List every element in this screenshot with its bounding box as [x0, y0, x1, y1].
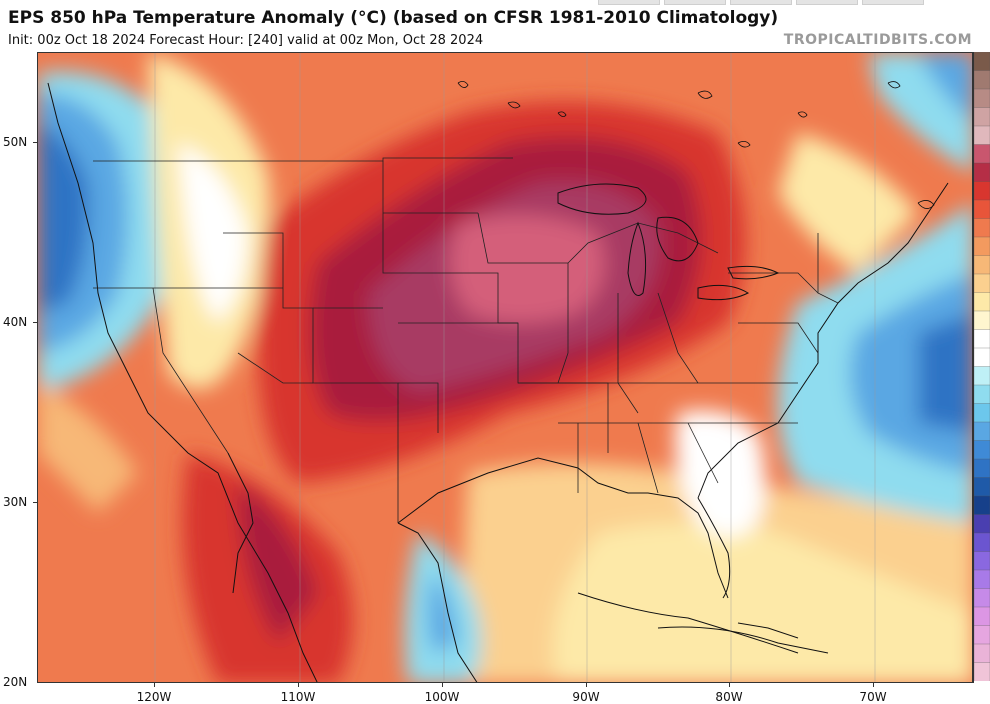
lat-label-30n: 30N: [3, 495, 28, 509]
scale-swatch: [974, 181, 990, 201]
scale-swatch: [974, 70, 990, 90]
map-title: EPS 850 hPa Temperature Anomaly (°C) (ba…: [8, 8, 779, 28]
scale-swatch: [974, 88, 990, 109]
scale-swatch: [974, 107, 990, 127]
coastlines: [47, 82, 949, 682]
scale-swatch: [974, 347, 990, 368]
lon-label-70w: 70W: [859, 690, 887, 704]
site-credit: TROPICALTIDBITS.COM: [783, 32, 972, 48]
scale-swatch: [974, 273, 990, 294]
toolbar-stub: [796, 0, 858, 5]
scale-swatch: [974, 569, 990, 590]
scale-swatch: [974, 162, 990, 183]
lon-label-90w: 90W: [572, 690, 600, 704]
scale-swatch: [974, 255, 990, 275]
lon-label-120w: 120W: [136, 690, 172, 704]
lon-label-80w: 80W: [715, 690, 743, 704]
scale-swatch: [974, 125, 990, 146]
toolbar-stub: [664, 0, 726, 5]
caribbean-outline: [657, 497, 829, 654]
lat-label-50n: 50N: [3, 135, 28, 149]
scale-swatch: [974, 52, 990, 72]
state-borders: [93, 157, 839, 523]
scale-swatch: [974, 551, 990, 571]
lat-tick: [33, 322, 37, 323]
toolbar-stub: [862, 0, 924, 5]
anomaly-map: [37, 52, 973, 683]
lat-label-20n: 20N: [3, 675, 28, 689]
lon-tick: [298, 683, 299, 687]
lon-tick: [154, 683, 155, 687]
lon-label-100w: 100W: [424, 690, 460, 704]
color-scale-bar: [974, 52, 990, 681]
scale-swatch: [974, 495, 990, 516]
scale-swatch: [974, 403, 990, 423]
scale-swatch: [974, 532, 990, 553]
scale-swatch: [974, 144, 990, 164]
lon-tick: [729, 683, 730, 687]
scale-swatch: [974, 366, 990, 386]
color-scale: [973, 52, 990, 683]
scale-swatch: [974, 199, 990, 220]
map-subtitle: Init: 00z Oct 18 2024 Forecast Hour: [24…: [8, 33, 484, 48]
scale-swatch: [974, 588, 990, 608]
scale-swatch: [974, 292, 990, 312]
scale-swatch: [974, 310, 990, 331]
scale-swatch: [974, 440, 990, 460]
scale-swatch: [974, 606, 990, 627]
great-lakes: [557, 183, 780, 301]
canadian-lakes: [457, 81, 935, 209]
anomaly-field: [38, 53, 972, 682]
scale-swatch: [974, 384, 990, 405]
scale-swatch: [974, 477, 990, 497]
lat-tick: [33, 502, 37, 503]
scale-swatch: [974, 421, 990, 442]
scale-swatch: [974, 458, 990, 479]
toolbar-stub: [598, 0, 660, 5]
lat-tick: [33, 142, 37, 143]
scale-swatch: [974, 218, 990, 238]
lon-tick: [442, 683, 443, 687]
lon-label-110w: 110W: [280, 690, 316, 704]
lon-tick: [873, 683, 874, 687]
scale-swatch: [974, 643, 990, 664]
scale-swatch: [974, 236, 990, 257]
toolbar-stub: [730, 0, 792, 5]
scale-swatch: [974, 329, 990, 349]
lat-label-40n: 40N: [3, 315, 28, 329]
scale-swatch: [974, 514, 990, 534]
lon-tick: [586, 683, 587, 687]
scale-swatch: [974, 625, 990, 645]
scale-swatch: [974, 662, 990, 681]
